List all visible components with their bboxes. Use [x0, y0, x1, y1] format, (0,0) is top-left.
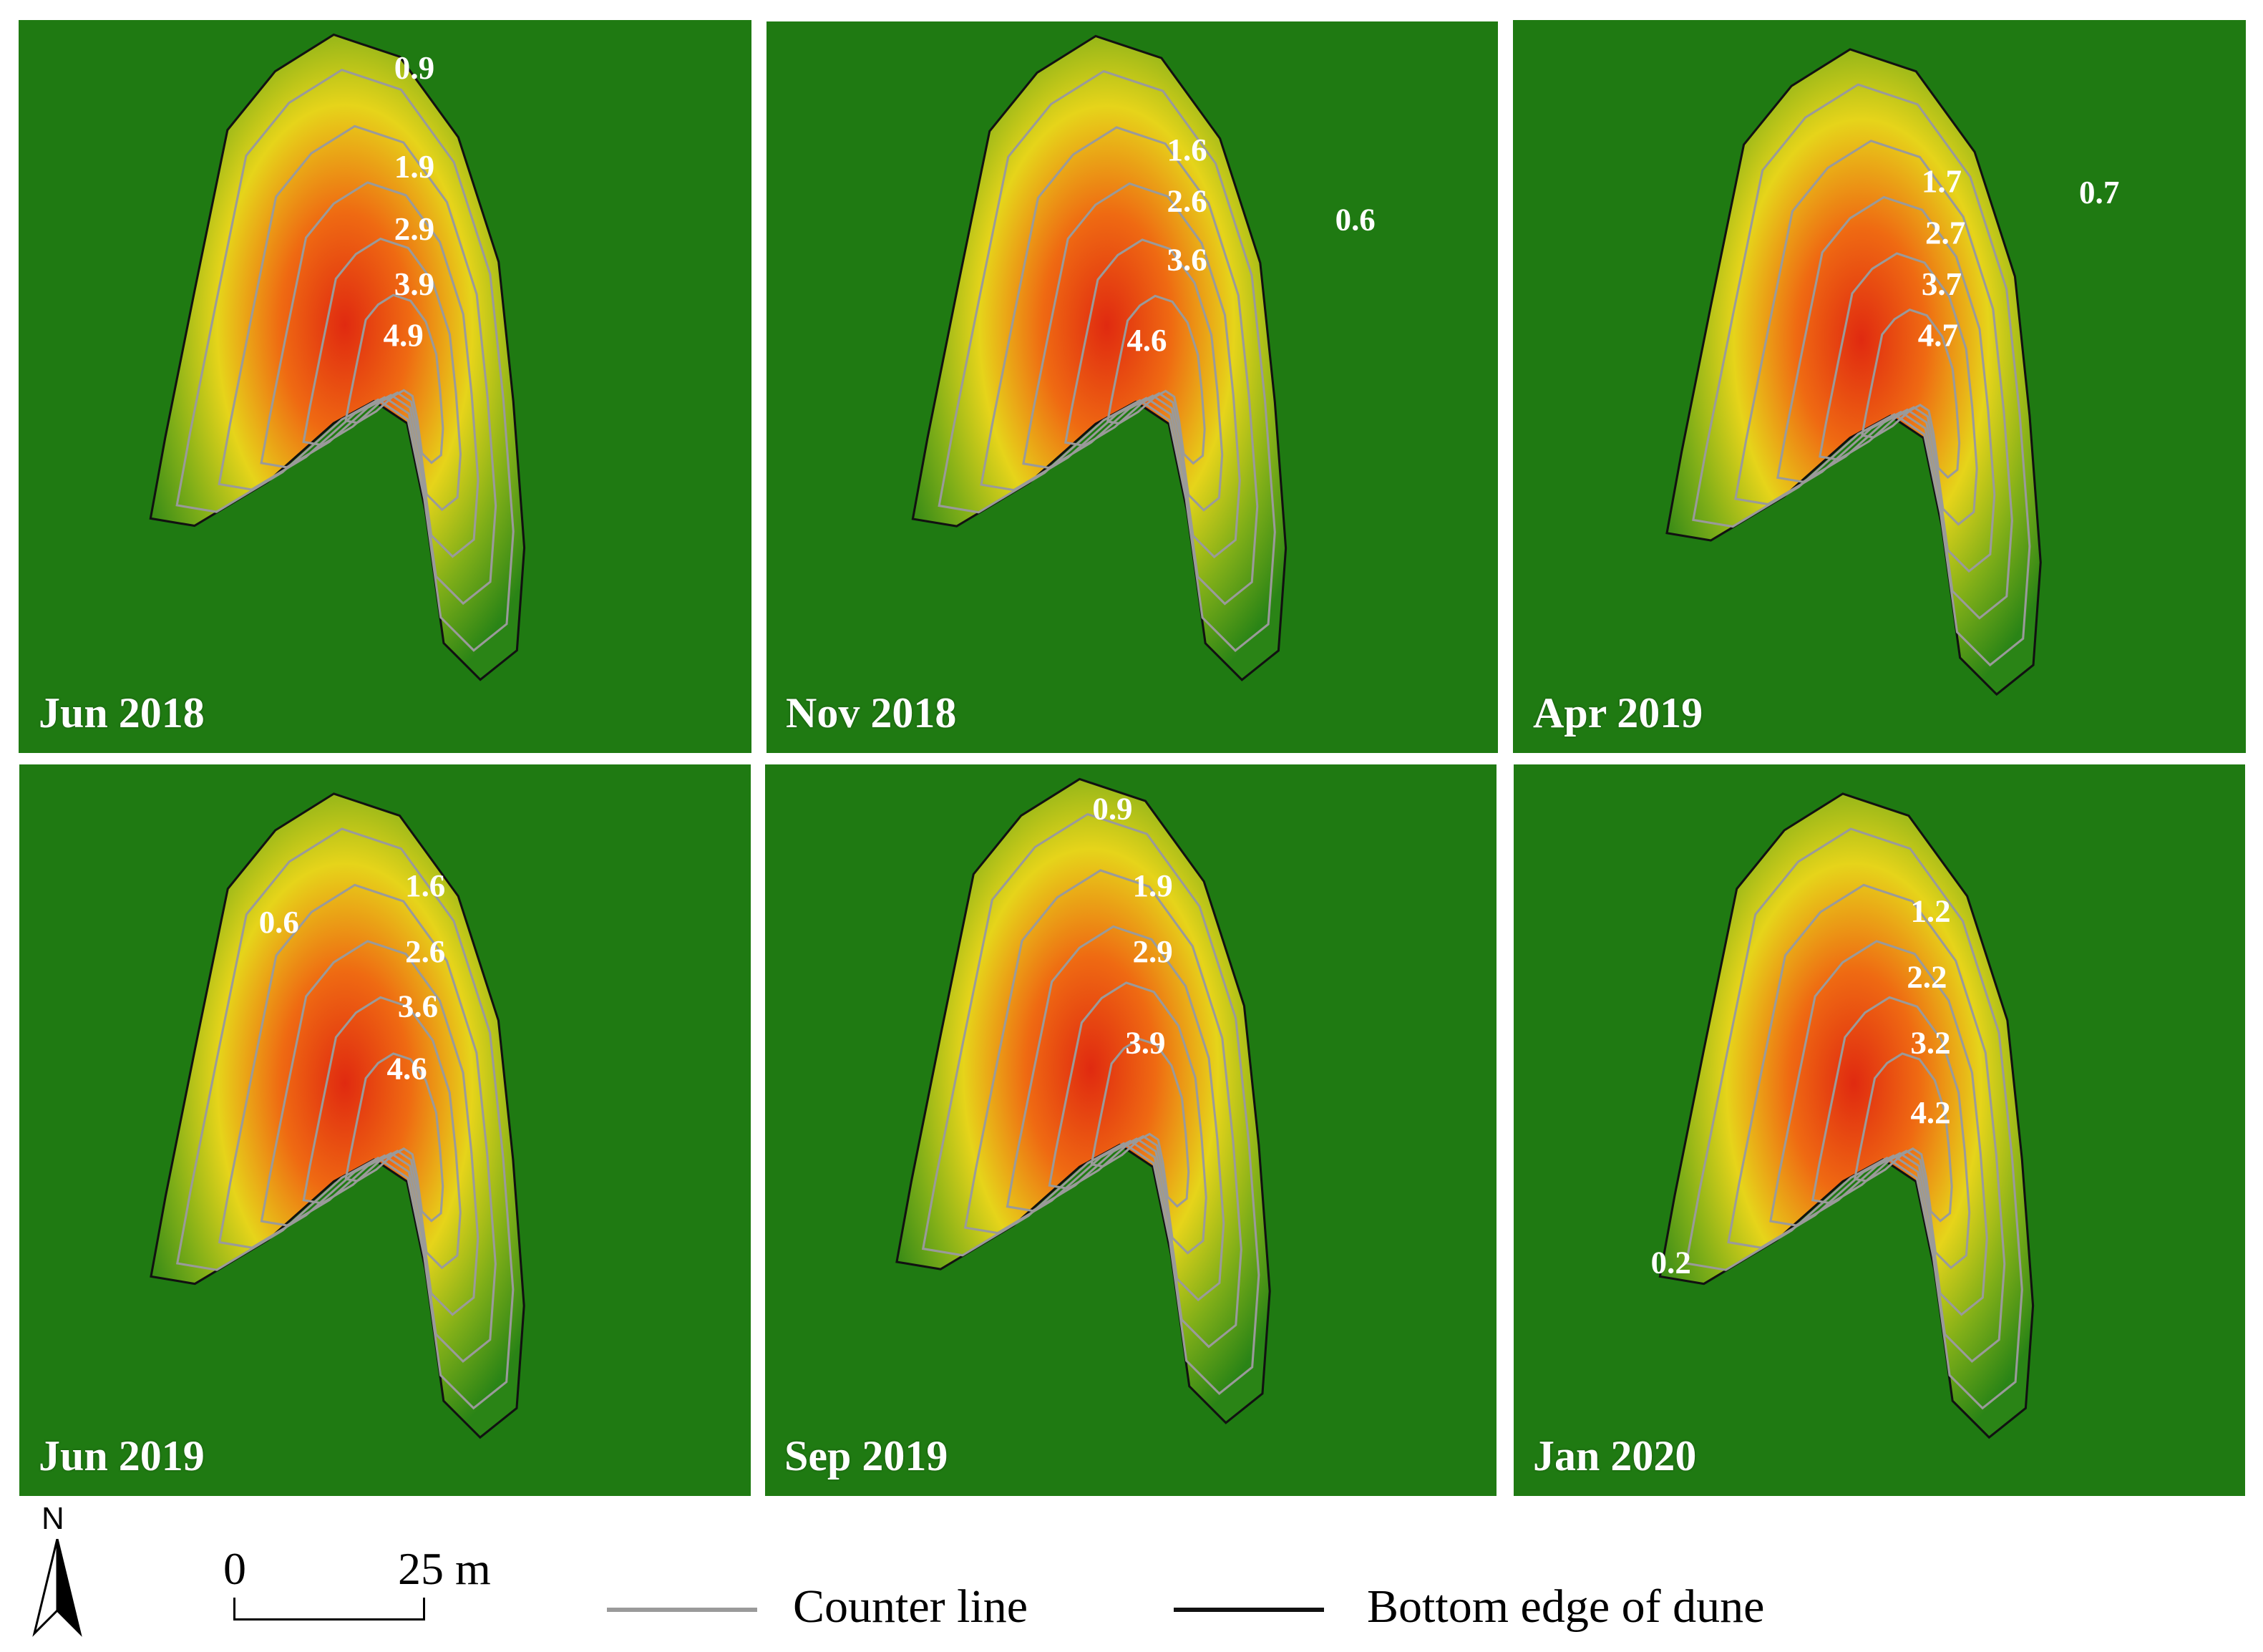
contour-value-label: 0.6: [1335, 201, 1376, 237]
contour-line: [1685, 827, 2023, 1410]
contour-value-label: 2.7: [1925, 215, 1965, 251]
contour-line: [218, 883, 497, 1364]
north-arrow-icon: [32, 1539, 82, 1637]
dune-edge-legend-label: Bottom edge of dune: [1367, 1580, 1765, 1633]
panel-date-label: Jun 2019: [39, 1432, 205, 1479]
contour-value-label: 2.2: [1907, 959, 1947, 995]
map-panel-jun-2019: 1.6 0.6 2.6 3.6 4.6 Jun 2019: [19, 764, 751, 1496]
dune-bottom-edge: [895, 777, 1271, 1424]
contour-value-label: 0.6: [259, 904, 299, 940]
contour-value-label: 3.7: [1922, 266, 1962, 302]
contour-line: [260, 181, 480, 558]
contour-value-label: 2.6: [1167, 183, 1207, 219]
contour-value-label: 3.6: [1167, 241, 1207, 277]
contour-line-swatch: [607, 1608, 757, 1612]
contour-line: [1022, 182, 1241, 559]
contour-line: [1734, 140, 2013, 620]
contour-value-label: 0.7: [2079, 175, 2119, 210]
contour-line: [1819, 252, 1978, 526]
contour-line: [1048, 981, 1207, 1255]
contour-value-label: 1.7: [1922, 164, 1962, 200]
map-panel-jan-2020: 1.2 2.2 3.2 4.2 0.2 Jan 2020: [1513, 764, 2246, 1496]
contour-line: [260, 940, 480, 1316]
contour-value-label: 1.6: [1167, 132, 1207, 167]
contour-value-label: 2.9: [394, 211, 434, 247]
contour-value-label: 0.9: [1092, 791, 1132, 827]
panel-date-label: Nov 2018: [786, 689, 957, 737]
contour-line: [963, 869, 1242, 1349]
dune-bottom-edge: [150, 792, 525, 1439]
dune-map: 1.6 0.6 2.6 3.6 4.6: [19, 764, 751, 1496]
contour-value-label: 4.2: [1910, 1094, 1950, 1130]
contour-line: [218, 125, 497, 606]
contour-line: [344, 293, 444, 465]
contour-line: [344, 1052, 444, 1223]
contour-line: [1692, 83, 2031, 667]
contour-line: [1064, 238, 1224, 512]
contour-value-label: 1.9: [394, 149, 434, 185]
map-panel-apr-2019: 1.7 0.7 2.7 3.7 4.7 Apr 2019: [1513, 20, 2246, 753]
scale-end-label: 25 m: [398, 1543, 491, 1594]
dune-edge-swatch: [1174, 1608, 1324, 1612]
contour-line: [1853, 1052, 1953, 1223]
panel-date-label: Jun 2018: [39, 689, 205, 737]
contour-value-label: 1.6: [405, 868, 445, 903]
panel-date-label: Sep 2019: [784, 1432, 948, 1479]
dune-map: 1.6 2.6 3.6 4.6 0.6: [766, 21, 1498, 753]
dune-bottom-edge: [1665, 48, 2042, 696]
dune-bottom-edge: [911, 34, 1288, 681]
contour-value-label: 4.9: [383, 318, 423, 354]
dune-map: 1.2 2.2 3.2 4.2 0.2: [1514, 764, 2245, 1496]
contour-line: [302, 996, 462, 1270]
dune-map: 0.9 1.9 2.9 3.9: [765, 764, 1496, 1496]
panel-date-label: Jan 2020: [1533, 1432, 1697, 1479]
dune-bottom-edge: [149, 33, 526, 681]
contour-line: [1727, 883, 2006, 1364]
contour-line: [1769, 940, 1988, 1316]
legend: [0, 1496, 2263, 1652]
contour-value-label: 3.9: [1125, 1025, 1165, 1061]
contour-value-label: 0.9: [394, 50, 434, 86]
map-panel-nov-2018: 1.6 2.6 3.6 4.6 0.6 Nov 2018: [766, 21, 1499, 753]
contour-value-label: 1.2: [1910, 893, 1950, 929]
map-panel-jun-2018: 0.9 1.9 2.9 3.9 4.9 Jun 2018: [19, 20, 751, 753]
scale-start-label: 0: [223, 1543, 246, 1594]
map-panel-sep-2019: 0.9 1.9 2.9 3.9 Sep 2019: [764, 764, 1497, 1496]
contour-line: [980, 126, 1259, 606]
dune-bottom-edge: [1658, 792, 2035, 1439]
contour-value-label: 3.2: [1910, 1025, 1950, 1061]
contour-value-label: 3.6: [398, 988, 438, 1024]
contour-line: [1106, 294, 1206, 465]
contour-value-label: 0.2: [1651, 1244, 1691, 1280]
north-label: N: [42, 1501, 64, 1536]
contour-line: [1776, 195, 1996, 573]
contour-value-label: 2.9: [1133, 933, 1173, 969]
contour-line-legend-label: Counter line: [793, 1580, 1028, 1633]
contour-line: [1090, 1037, 1190, 1208]
scale-bar: [233, 1598, 425, 1621]
contour-value-label: 4.6: [1126, 322, 1167, 358]
contour-line: [1861, 308, 1961, 480]
contour-line: [302, 237, 462, 512]
contour-line: [1006, 925, 1225, 1302]
contour-value-label: 2.6: [405, 933, 445, 969]
contour-value-label: 4.7: [1918, 318, 1958, 354]
contour-line: [1811, 996, 1971, 1270]
contour-value-label: 4.6: [387, 1050, 427, 1086]
contour-line: [938, 69, 1276, 652]
contour-line: [921, 812, 1260, 1395]
contour-value-label: 1.9: [1133, 868, 1173, 903]
panel-date-label: Apr 2019: [1533, 689, 1703, 737]
contour-value-label: 3.9: [394, 266, 434, 302]
contour-line: [175, 827, 515, 1410]
dune-map: 0.9 1.9 2.9 3.9 4.9: [19, 20, 751, 753]
dune-map: 1.7 0.7 2.7 3.7 4.7: [1513, 20, 2246, 753]
contour-line: [175, 68, 515, 652]
